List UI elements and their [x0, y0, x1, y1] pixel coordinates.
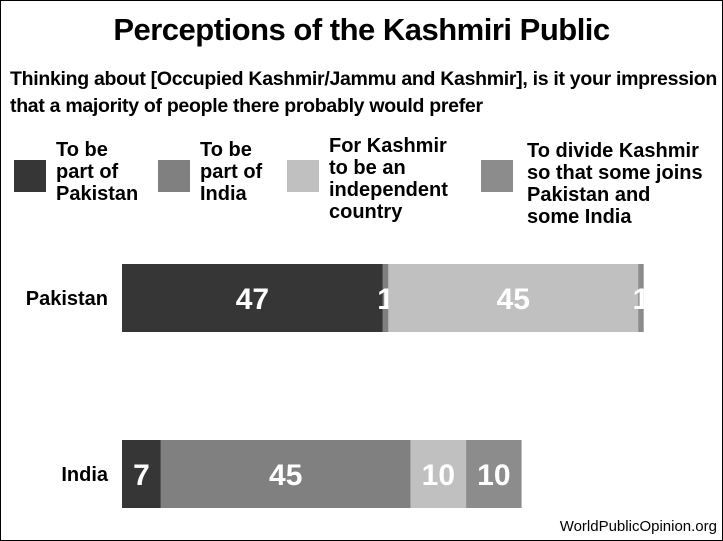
bar-india-series-4 — [466, 440, 522, 508]
legend-label-2: To be part of India — [200, 139, 263, 205]
legend-label-3: For Kashmir to be an independent country — [329, 135, 448, 223]
chart-title: Perceptions of the Kashmiri Public — [113, 12, 610, 47]
legend-label-4: To divide Kashmir so that some joins Pakis… — [527, 140, 703, 228]
data-label-pakistan-series-3: 45 — [497, 283, 530, 316]
bar-india-series-2 — [160, 440, 411, 508]
data-label-pakistan-series-4: 1 — [633, 283, 650, 316]
legend-swatch-2 — [158, 160, 190, 192]
bar-pakistan-series-3 — [388, 264, 639, 332]
data-label-india-series-4: 10 — [477, 459, 510, 492]
bar-pakistan-series-2 — [382, 264, 389, 332]
category-label-india: India — [61, 464, 109, 486]
category-label-pakistan: Pakistan — [26, 288, 108, 310]
data-label-india-series-3: 10 — [422, 459, 455, 492]
data-label-pakistan-series-1: 47 — [236, 283, 269, 316]
data-label-india-series-1: 7 — [133, 459, 150, 492]
bar-pakistan-series-4 — [638, 264, 644, 332]
bar-india-series-3 — [410, 440, 467, 508]
data-label-india-series-2: 45 — [269, 459, 302, 492]
legend-label-1: To be part of Pakistan — [56, 139, 139, 205]
legend-swatch-1 — [14, 160, 46, 192]
source-credit: WorldPublicOpinion.org — [559, 518, 717, 535]
chart-subtitle: Thinking about [Occupied Kashmir/Jammu a… — [10, 68, 718, 117]
bar-india-series-1 — [122, 440, 161, 508]
legend-swatch-4 — [481, 160, 513, 192]
legend-swatch-3 — [287, 160, 319, 192]
bar-pakistan-series-1 — [122, 264, 383, 332]
